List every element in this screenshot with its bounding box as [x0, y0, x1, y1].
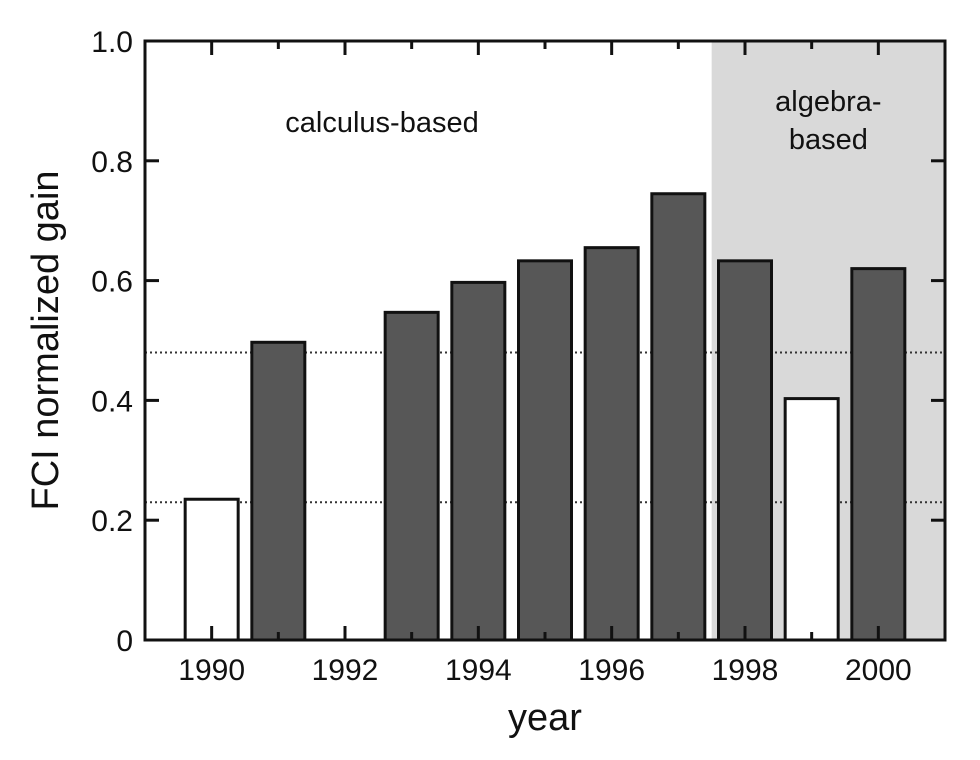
x-tick-label: 1998	[712, 654, 779, 687]
bar-1996	[583, 246, 640, 642]
region-label-line: calculus-based	[285, 107, 478, 139]
y-tick-labels: 0 0.2 0.4 0.6 0.8 1.0	[91, 26, 133, 658]
bar-1998	[717, 259, 773, 642]
y-tick-label: 0.6	[91, 266, 133, 299]
y-tick-label: 1.0	[91, 26, 133, 59]
x-tick-labels: 1990 1992 1994 1996 1998 2000	[178, 654, 911, 687]
region-label-1: algebra-based	[775, 86, 881, 156]
region-label-line: algebra-	[775, 86, 881, 118]
region-label-line: based	[789, 124, 868, 156]
bar-1990	[183, 497, 240, 642]
bar-1995	[517, 259, 573, 642]
y-tick-label: 0.8	[91, 146, 133, 179]
y-axis-title: FCI normalized gain	[25, 170, 67, 510]
bar-2000	[850, 267, 907, 642]
axis-ticks	[145, 39, 945, 642]
bar-1999	[783, 397, 840, 642]
y-tick-label: 0	[116, 625, 133, 658]
x-tick-label: 1994	[445, 654, 512, 687]
x-tick-label: 1996	[578, 654, 645, 687]
y-tick-label: 0.4	[91, 385, 133, 418]
x-tick-label: 1992	[312, 654, 379, 687]
x-tick-label: 1990	[178, 654, 245, 687]
y-tick-label: 0.2	[91, 505, 133, 538]
x-tick-label: 2000	[845, 654, 912, 687]
bar-1993	[383, 310, 440, 642]
bar-1997	[650, 192, 707, 642]
region-label-0: calculus-based	[285, 107, 478, 139]
region-labels: calculus-based algebra-based	[285, 86, 881, 156]
bar-1994	[450, 280, 507, 642]
bar-1991	[250, 340, 307, 642]
bars	[183, 192, 907, 642]
x-axis-title: year	[508, 697, 582, 739]
